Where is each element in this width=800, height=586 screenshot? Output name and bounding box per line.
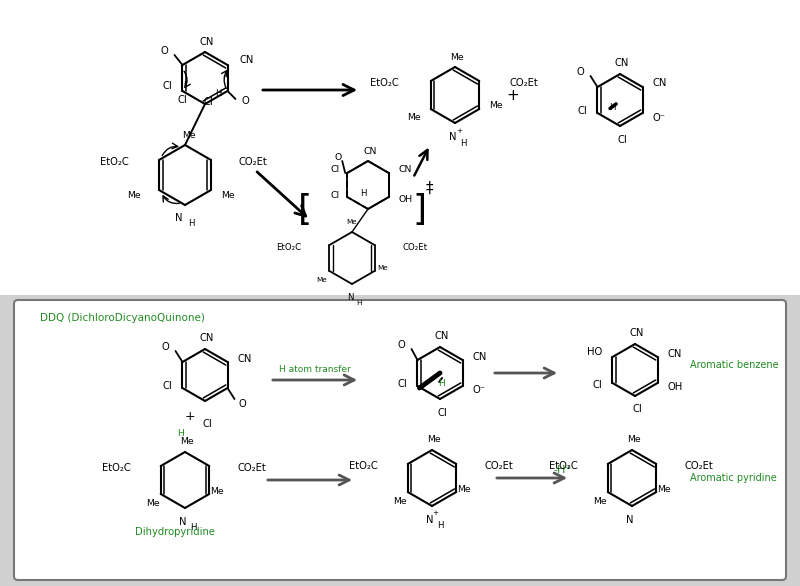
Text: EtO₂C: EtO₂C <box>349 461 378 471</box>
Text: H: H <box>360 189 366 197</box>
Text: HO: HO <box>587 347 602 357</box>
Text: N: N <box>174 213 182 223</box>
Text: O: O <box>238 399 246 409</box>
Text: Cl: Cl <box>578 106 587 116</box>
Text: DDQ (DichloroDicyanoQuinone): DDQ (DichloroDicyanoQuinone) <box>40 313 205 323</box>
Text: O⁻: O⁻ <box>473 385 486 395</box>
Text: CN: CN <box>653 78 667 88</box>
Text: Me: Me <box>146 499 159 509</box>
Text: Me: Me <box>407 113 421 121</box>
Text: N: N <box>346 294 354 302</box>
Text: Cl: Cl <box>178 95 187 105</box>
Text: Me: Me <box>180 438 194 447</box>
Text: H: H <box>460 138 466 148</box>
Text: CN: CN <box>200 333 214 343</box>
Text: ]: ] <box>413 193 427 227</box>
Text: Dihydropyridine: Dihydropyridine <box>135 527 215 537</box>
Text: O⁻: O⁻ <box>653 113 666 123</box>
Text: N: N <box>179 517 186 527</box>
Text: CN: CN <box>630 328 644 338</box>
Text: Me: Me <box>377 265 388 271</box>
Text: Cl: Cl <box>202 419 212 429</box>
Text: CN: CN <box>239 55 254 65</box>
Text: CN: CN <box>667 349 682 359</box>
Text: Aromatic pyridine: Aromatic pyridine <box>690 473 777 483</box>
Text: Me: Me <box>458 485 471 493</box>
Text: CN: CN <box>473 352 487 362</box>
Text: +: + <box>456 128 462 134</box>
Text: Cl: Cl <box>330 190 339 199</box>
Text: CN: CN <box>363 146 377 155</box>
Text: +: + <box>185 410 195 423</box>
Text: CN: CN <box>238 354 252 364</box>
Text: Cl: Cl <box>437 408 447 418</box>
Text: N: N <box>426 515 434 525</box>
Text: CO₂Et: CO₂Et <box>484 461 513 471</box>
Text: CO₂Et: CO₂Et <box>402 243 428 251</box>
Text: ‡: ‡ <box>426 180 434 196</box>
Text: EtO₂C: EtO₂C <box>549 461 578 471</box>
Text: O: O <box>334 154 342 162</box>
Text: Me: Me <box>627 435 641 445</box>
Text: H: H <box>356 300 362 306</box>
Text: Me: Me <box>210 486 224 496</box>
Text: O: O <box>162 342 170 352</box>
Text: Cl: Cl <box>617 135 627 145</box>
Text: Cl: Cl <box>593 380 602 390</box>
Text: CO₂Et: CO₂Et <box>684 461 713 471</box>
Text: H: H <box>609 104 615 113</box>
Text: Cl: Cl <box>162 81 173 91</box>
Text: Me: Me <box>427 435 441 445</box>
Text: H: H <box>178 430 185 438</box>
Text: N: N <box>626 515 634 525</box>
Text: CN: CN <box>398 165 412 175</box>
Text: H atom transfer: H atom transfer <box>279 364 351 373</box>
FancyBboxPatch shape <box>0 0 800 295</box>
Text: H: H <box>190 523 196 533</box>
Text: Me: Me <box>658 485 671 493</box>
Text: O: O <box>398 340 406 350</box>
FancyBboxPatch shape <box>14 300 786 580</box>
Text: CN: CN <box>435 331 449 341</box>
Text: EtO₂C: EtO₂C <box>102 463 130 473</box>
Text: [: [ <box>298 193 312 227</box>
Text: O: O <box>577 67 585 77</box>
Text: H: H <box>188 220 194 229</box>
Text: Cl: Cl <box>632 404 642 414</box>
Text: H: H <box>437 522 443 530</box>
Text: +: + <box>506 87 519 103</box>
Text: CO₂Et: CO₂Et <box>510 78 538 88</box>
Text: Me: Me <box>182 131 196 139</box>
Text: Me: Me <box>316 277 327 283</box>
Text: +: + <box>432 510 438 516</box>
Text: H: H <box>215 90 222 98</box>
Text: O: O <box>242 96 250 106</box>
Text: Cl: Cl <box>330 165 339 173</box>
Text: EtO₂C: EtO₂C <box>276 243 302 251</box>
Text: H: H <box>438 379 446 387</box>
Text: -H⁺: -H⁺ <box>554 465 572 475</box>
Text: N: N <box>450 132 457 142</box>
Text: Me: Me <box>393 498 406 506</box>
Text: EtO₂C: EtO₂C <box>370 78 398 88</box>
Text: Cl: Cl <box>162 381 173 391</box>
Text: OH: OH <box>667 382 682 392</box>
Text: Me: Me <box>127 190 141 199</box>
Text: Me: Me <box>593 498 606 506</box>
Text: CN: CN <box>200 37 214 47</box>
Text: Cl: Cl <box>398 379 407 389</box>
Text: CO₂Et: CO₂Et <box>238 463 266 473</box>
Text: Me: Me <box>490 101 503 110</box>
Text: Me: Me <box>221 190 234 199</box>
Text: Aromatic benzene: Aromatic benzene <box>690 360 778 370</box>
Text: EtO₂C: EtO₂C <box>100 157 129 167</box>
Text: Me: Me <box>346 219 358 225</box>
Text: CN: CN <box>615 58 629 68</box>
Text: Cl: Cl <box>203 97 213 107</box>
Text: Me: Me <box>450 53 464 62</box>
Text: O: O <box>161 46 169 56</box>
Text: CO₂Et: CO₂Et <box>239 157 268 167</box>
Text: OH: OH <box>398 196 413 205</box>
